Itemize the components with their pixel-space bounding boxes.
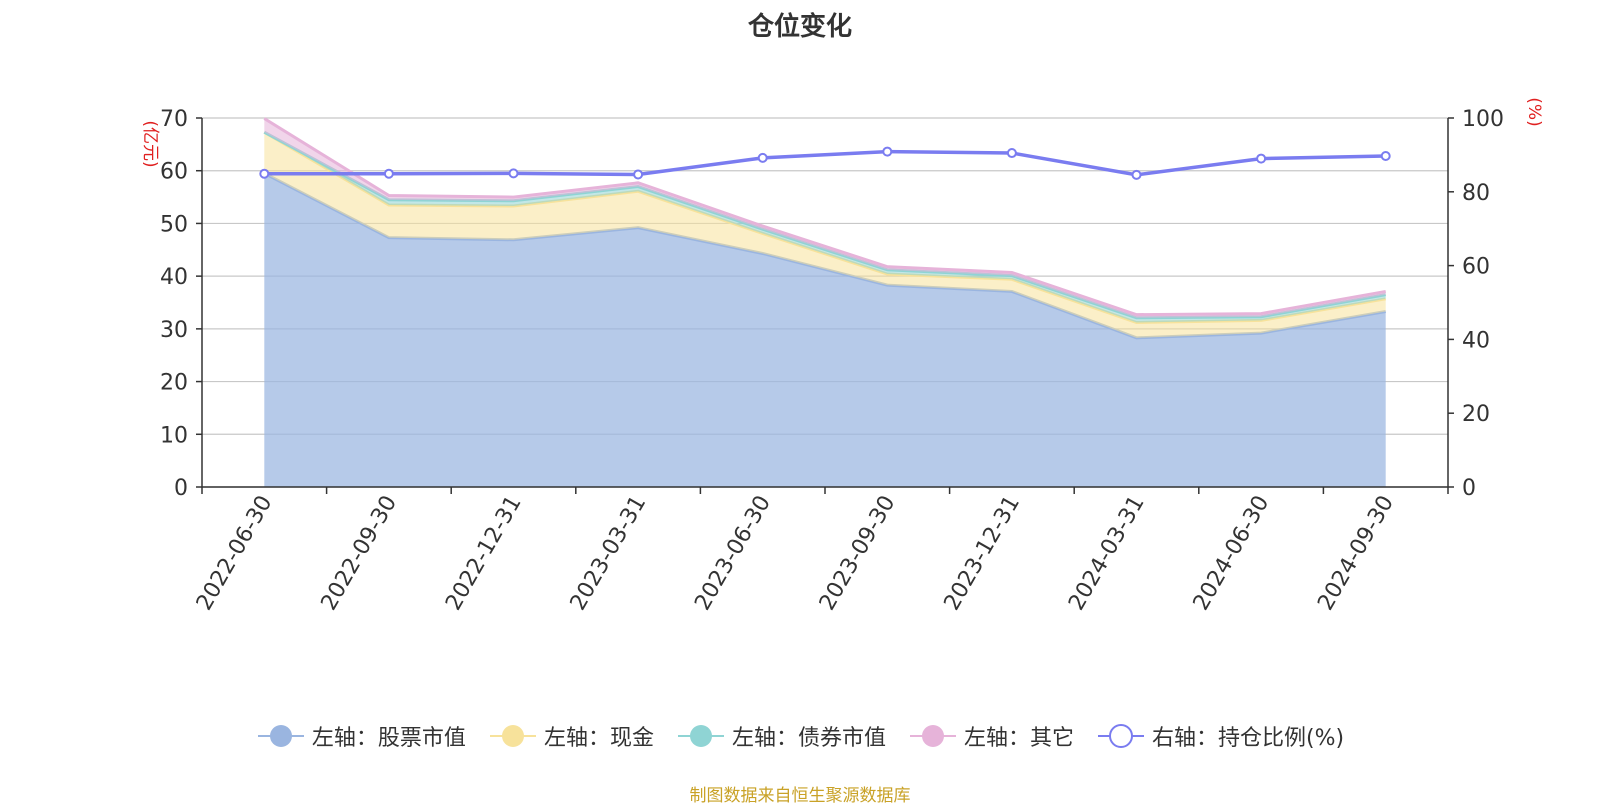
legend-stock-icon xyxy=(257,725,304,747)
x-tick-label-4: 2023-06-30 xyxy=(690,492,776,615)
ratio-point-3 xyxy=(633,169,644,180)
chart-title: 仓位变化 xyxy=(747,12,852,42)
x-tick-label-8: 2024-06-30 xyxy=(1189,492,1275,615)
left-tick-label-30: 30 xyxy=(160,318,188,343)
ratio-point-6 xyxy=(1006,148,1017,159)
ratio-point-4 xyxy=(757,152,768,163)
left-tick-label-50: 50 xyxy=(160,212,188,237)
area-series-0 xyxy=(264,173,1386,487)
legend: 左轴：股票市值 左轴：现金 左轴：债券市值 左轴：其它 右轴：持仓比例(%) xyxy=(0,720,1600,752)
legend-bond-icon xyxy=(677,725,724,747)
area-line-series-3 xyxy=(263,117,1386,317)
right-tick-label-100: 100 xyxy=(1462,107,1504,132)
left-tick-label-60: 60 xyxy=(160,160,188,185)
x-tick-label-1: 2022-09-30 xyxy=(317,492,403,615)
legend-item-other[interactable]: 左轴：其它 xyxy=(908,720,1074,752)
right-tick-label-0: 0 xyxy=(1462,476,1476,501)
legend-label-other: 左轴：其它 xyxy=(963,726,1074,751)
x-tick-label-2: 2022-12-31 xyxy=(441,492,527,615)
x-tick-label-5: 2023-09-30 xyxy=(815,492,901,615)
legend-label-cash: 左轴：现金 xyxy=(543,726,654,751)
line-layer xyxy=(259,146,1391,180)
legend-label-stock: 左轴：股票市值 xyxy=(311,726,466,751)
left-tick-label-40: 40 xyxy=(160,265,188,290)
area-layer xyxy=(263,117,1386,487)
ratio-point-5 xyxy=(882,146,893,157)
ratio-point-7 xyxy=(1131,169,1142,180)
ratio-line xyxy=(264,149,1386,177)
area-series-1 xyxy=(264,132,1386,338)
x-tick-label-9: 2024-09-30 xyxy=(1313,492,1399,615)
right-tick-label-40: 40 xyxy=(1462,328,1490,353)
ratio-point-0 xyxy=(259,168,270,179)
legend-cash-icon xyxy=(489,725,536,747)
x-tick-label-7: 2024-03-31 xyxy=(1064,492,1150,615)
left-axis-title: (亿元) xyxy=(140,120,160,167)
legend-other-icon xyxy=(909,725,956,747)
right-tick-label-60: 60 xyxy=(1462,255,1490,280)
x-tick-label-6: 2023-12-31 xyxy=(940,492,1026,615)
left-tick-label-0: 0 xyxy=(174,476,188,501)
left-tick-label-70: 70 xyxy=(160,107,188,132)
legend-ratio-icon xyxy=(1097,724,1144,748)
right-tick-label-20: 20 xyxy=(1462,402,1490,427)
legend-label-bond: 左轴：债券市值 xyxy=(731,726,886,751)
legend-item-stock[interactable]: 左轴：股票市值 xyxy=(256,720,466,752)
x-tick-label-3: 2023-03-31 xyxy=(566,492,652,615)
right-tick-label-80: 80 xyxy=(1462,181,1490,206)
ratio-point-1 xyxy=(383,168,394,179)
ratio-point-9 xyxy=(1380,151,1391,162)
legend-item-ratio[interactable]: 右轴：持仓比例(%) xyxy=(1096,720,1344,752)
right-axis-title: (%) xyxy=(1524,97,1544,126)
legend-item-bond[interactable]: 左轴：债券市值 xyxy=(676,720,886,752)
ratio-point-8 xyxy=(1256,153,1267,164)
left-tick-label-20: 20 xyxy=(160,371,188,396)
legend-label-ratio: 右轴：持仓比例(%) xyxy=(1151,726,1345,751)
ratio-point-2 xyxy=(508,168,519,179)
legend-item-cash[interactable]: 左轴：现金 xyxy=(488,720,654,752)
source-note: 制图数据来自恒生聚源数据库 xyxy=(689,786,911,806)
left-tick-label-10: 10 xyxy=(160,423,188,448)
x-tick-label-0: 2022-06-30 xyxy=(192,492,278,615)
